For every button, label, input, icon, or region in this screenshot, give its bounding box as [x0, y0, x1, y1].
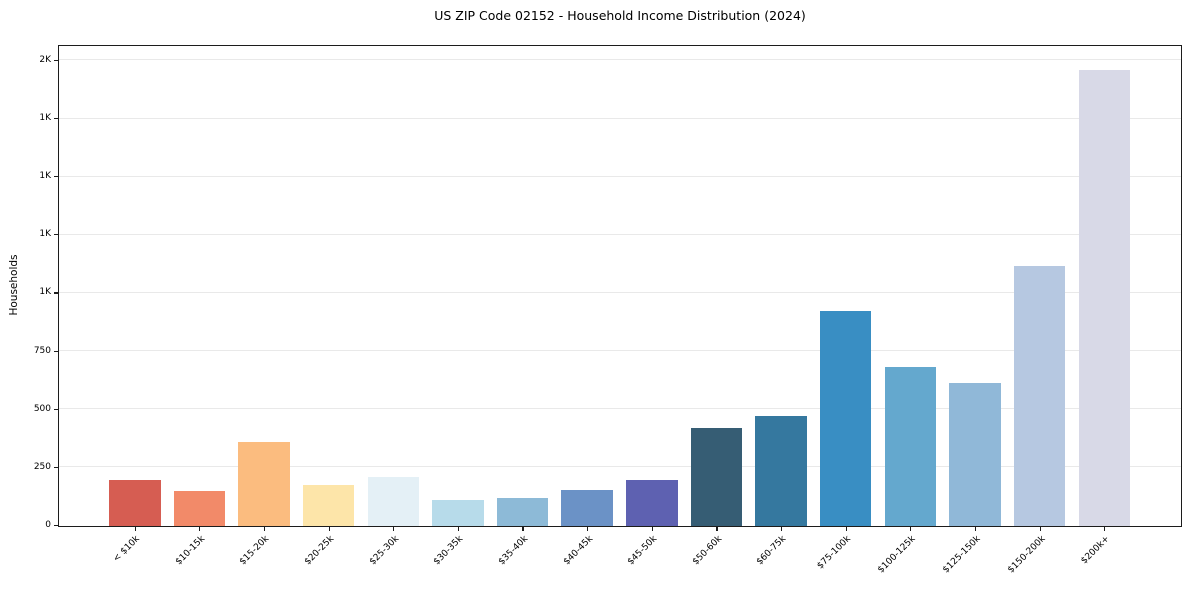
- x-tick-label-text: $60-75k: [755, 534, 789, 568]
- bar: [432, 500, 484, 526]
- x-tick-label-text: $20-25k: [302, 534, 337, 568]
- x-tick-label-text: $125-150k: [941, 534, 983, 576]
- x-tick-label-text: $15-20k: [238, 534, 272, 568]
- x-tick-label-text: $100-125k: [876, 534, 918, 576]
- gridline: [59, 466, 1181, 468]
- x-tick-mark: [328, 527, 330, 531]
- x-tick-label-text: $200k+: [1079, 534, 1112, 567]
- bar: [238, 442, 290, 526]
- y-tick-mark: [54, 59, 58, 62]
- y-tick-mark: [54, 117, 58, 120]
- gridline: [59, 350, 1181, 352]
- plot-area: [58, 45, 1182, 527]
- x-tick-label-text: $150-200k: [1005, 534, 1048, 576]
- x-tick-label-text: $75-100k: [815, 534, 854, 572]
- bar: [173, 491, 226, 526]
- y-tick-label: 500: [33, 403, 51, 414]
- x-tick-label-text: $35-40k: [496, 534, 531, 568]
- x-tick-label-text: $10-15k: [173, 534, 207, 568]
- x-tick-mark: [845, 527, 847, 531]
- x-tick-label-text: $25-30k: [367, 534, 401, 568]
- bar: [626, 479, 678, 526]
- x-tick-mark: [263, 527, 266, 531]
- x-tick-mark: [974, 527, 977, 531]
- bar: [109, 479, 161, 526]
- y-tick-label: 0: [45, 520, 51, 530]
- x-tick-mark: [716, 527, 718, 531]
- bar: [367, 477, 420, 526]
- bar: [690, 428, 743, 526]
- x-tick-mark: [1104, 527, 1106, 531]
- y-tick-mark: [54, 524, 58, 527]
- y-tick-mark: [54, 176, 58, 178]
- y-tick-mark: [54, 234, 58, 236]
- x-tick-mark: [393, 527, 395, 531]
- chart-title: US ZIP Code 02152 - Household Income Dis…: [434, 8, 806, 23]
- x-tick-mark: [457, 527, 459, 531]
- gridline: [59, 175, 1181, 177]
- x-tick-mark: [1039, 527, 1041, 531]
- gridline: [59, 59, 1181, 61]
- x-tick-label-text: $40-45k: [561, 534, 595, 568]
- x-tick-mark: [522, 527, 524, 531]
- bar: [1078, 70, 1130, 526]
- y-tick-label: 1K: [39, 287, 51, 298]
- x-tick-label-text: $30-35k: [432, 534, 466, 568]
- y-tick-label: 750: [33, 345, 51, 356]
- y-tick-label: 250: [33, 461, 51, 472]
- x-tick-label-text: < $10k: [112, 534, 143, 565]
- x-tick-mark: [134, 527, 136, 531]
- x-tick-mark: [780, 527, 783, 531]
- y-tick-label: 1K: [39, 113, 51, 124]
- gridline: [59, 291, 1181, 293]
- bar: [755, 415, 807, 526]
- y-tick-label: 2K: [39, 54, 51, 65]
- gridline: [59, 408, 1181, 410]
- x-tick-mark: [199, 527, 201, 531]
- x-tick-mark: [587, 527, 589, 531]
- bar: [884, 366, 937, 526]
- y-tick-label: 1K: [39, 229, 51, 240]
- bar: [949, 383, 1001, 526]
- x-tick-label-text: $45-50k: [626, 534, 660, 568]
- y-tick-mark: [54, 350, 58, 352]
- bar: [561, 489, 613, 526]
- y-axis-label: Households: [8, 254, 20, 316]
- y-tick-mark: [54, 292, 58, 294]
- gridline: [59, 233, 1181, 235]
- bar: [302, 485, 355, 526]
- bar: [1013, 265, 1066, 526]
- x-tick-label-text: $50-60k: [690, 534, 725, 568]
- bar: [496, 498, 549, 526]
- y-tick-mark: [54, 408, 58, 410]
- bar: [819, 310, 872, 526]
- y-tick-label: 1K: [39, 171, 51, 182]
- x-tick-mark: [651, 527, 653, 531]
- gridline: [59, 117, 1181, 119]
- x-tick-mark: [910, 527, 912, 531]
- y-tick-mark: [54, 466, 58, 468]
